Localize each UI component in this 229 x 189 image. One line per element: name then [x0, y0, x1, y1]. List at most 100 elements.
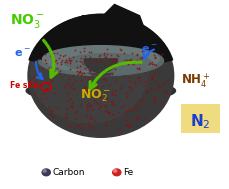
Point: [55, 52, 59, 55]
Point: [161, 100, 164, 103]
Point: [67, 78, 71, 81]
Polygon shape: [35, 16, 103, 61]
Point: [106, 111, 110, 114]
Point: [90, 75, 94, 78]
Point: [79, 122, 82, 125]
Point: [127, 59, 131, 62]
Point: [87, 91, 90, 94]
Point: [90, 50, 93, 53]
Point: [144, 90, 148, 93]
Point: [98, 54, 102, 57]
Point: [135, 66, 138, 69]
Point: [72, 87, 76, 90]
Point: [127, 63, 130, 66]
Point: [132, 61, 135, 64]
Point: [131, 63, 135, 66]
Point: [131, 108, 134, 111]
Point: [88, 123, 91, 126]
Point: [152, 72, 156, 75]
Point: [149, 87, 153, 90]
Point: [127, 76, 131, 79]
Point: [129, 116, 133, 119]
Point: [91, 126, 94, 129]
Point: [129, 61, 133, 64]
Point: [154, 64, 158, 67]
Point: [44, 88, 48, 91]
Point: [120, 106, 123, 109]
Point: [150, 63, 154, 66]
Point: [153, 57, 156, 60]
Point: [33, 92, 37, 95]
Point: [52, 91, 55, 94]
Point: [111, 118, 115, 121]
Point: [143, 80, 147, 83]
Point: [95, 86, 99, 89]
Point: [119, 83, 122, 86]
Point: [44, 81, 48, 84]
Point: [111, 113, 115, 116]
Point: [107, 129, 111, 132]
Point: [89, 70, 92, 73]
Point: [32, 60, 36, 63]
Point: [137, 76, 140, 79]
Point: [135, 54, 139, 57]
Point: [150, 60, 154, 64]
Point: [78, 103, 82, 106]
Point: [122, 110, 125, 113]
Ellipse shape: [28, 14, 174, 137]
Point: [51, 61, 55, 64]
Point: [79, 50, 82, 53]
Point: [87, 105, 91, 108]
Point: [150, 77, 154, 80]
Ellipse shape: [31, 21, 148, 123]
Point: [160, 52, 164, 55]
Point: [127, 106, 130, 109]
Point: [126, 124, 130, 127]
Point: [49, 55, 53, 58]
Point: [111, 59, 114, 62]
Point: [146, 90, 150, 93]
Ellipse shape: [26, 79, 175, 102]
Point: [111, 73, 114, 76]
Point: [33, 80, 37, 83]
Point: [105, 98, 109, 101]
Point: [44, 61, 48, 64]
Point: [132, 80, 135, 83]
Point: [109, 100, 113, 103]
Point: [76, 73, 80, 76]
Point: [158, 85, 162, 88]
Point: [98, 131, 101, 134]
Point: [78, 70, 81, 74]
Point: [104, 80, 108, 83]
Point: [57, 57, 60, 60]
Ellipse shape: [43, 46, 159, 72]
Point: [70, 106, 74, 109]
Point: [153, 99, 156, 102]
FancyBboxPatch shape: [180, 104, 220, 133]
Point: [114, 94, 117, 97]
Point: [71, 73, 75, 76]
Point: [53, 60, 57, 63]
Point: [82, 46, 86, 49]
Point: [112, 103, 116, 106]
Point: [98, 54, 101, 57]
Point: [94, 101, 97, 104]
Point: [42, 91, 46, 94]
Point: [109, 53, 112, 56]
Ellipse shape: [64, 54, 151, 72]
Point: [105, 53, 109, 56]
Point: [141, 49, 144, 52]
Point: [137, 67, 141, 70]
Point: [134, 103, 138, 106]
Point: [104, 55, 107, 58]
Point: [50, 79, 54, 82]
Text: Carbon: Carbon: [53, 168, 85, 177]
Point: [122, 61, 126, 64]
Point: [135, 117, 139, 120]
Point: [153, 101, 157, 104]
Point: [125, 109, 128, 112]
Point: [125, 123, 128, 126]
Point: [92, 99, 95, 102]
Point: [86, 101, 90, 104]
Point: [52, 116, 56, 119]
